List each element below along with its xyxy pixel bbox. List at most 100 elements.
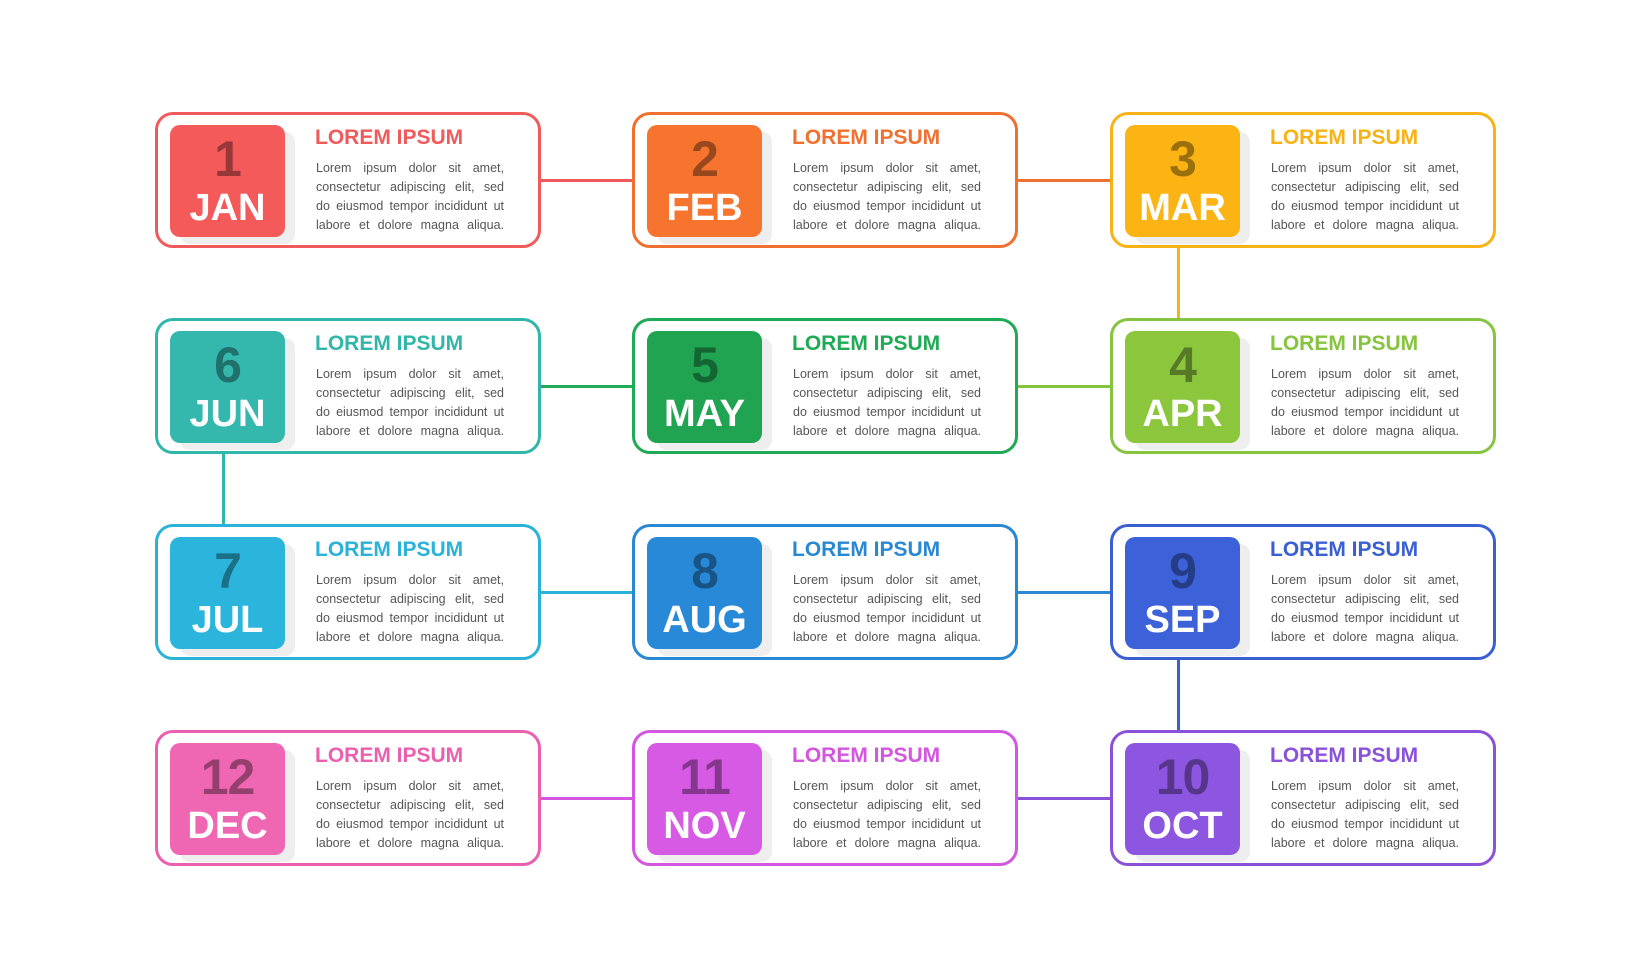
month-number: 8	[691, 543, 719, 599]
description-line: labore et dolore magna aliqua.	[1271, 424, 1459, 438]
card-description: Lorem ipsum dolor sit amet, consectetur a…	[316, 159, 504, 235]
description-line: labore et dolore magna aliqua.	[793, 836, 981, 850]
description-line: Lorem ipsum dolor sit amet,	[1271, 161, 1459, 175]
month-card-mar: 3 MAR LOREM IPSUM Lorem ipsum dolor sit ame…	[1110, 112, 1496, 248]
month-label: JAN	[189, 187, 266, 229]
card-description: Lorem ipsum dolor sit amet, consectetur a…	[1271, 777, 1459, 853]
description-line: consectetur adipiscing elit, sed	[1271, 386, 1459, 400]
month-number: 10	[1155, 749, 1211, 805]
month-label: SEP	[1144, 599, 1221, 641]
card-description: Lorem ipsum dolor sit amet, consectetur a…	[793, 571, 981, 647]
description-line: labore et dolore magna aliqua.	[793, 424, 981, 438]
month-card-apr: 4 APR LOREM IPSUM Lorem ipsum dolor sit ame…	[1110, 318, 1496, 454]
month-card-jan: 1 JAN LOREM IPSUM Lorem ipsum dolor sit ame…	[155, 112, 541, 248]
month-card-sep: 9 SEP LOREM IPSUM Lorem ipsum dolor sit ame…	[1110, 524, 1496, 660]
description-line: labore et dolore magna aliqua.	[316, 836, 504, 850]
month-number: 12	[200, 749, 256, 805]
description-line: do eiusmod tempor incididunt ut	[316, 611, 504, 625]
month-badge: 3 MAR	[1125, 125, 1240, 237]
card-description: Lorem ipsum dolor sit amet, consectetur a…	[316, 777, 504, 853]
month-card-jun: 6 JUN LOREM IPSUM Lorem ipsum dolor sit ame…	[155, 318, 541, 454]
description-line: Lorem ipsum dolor sit amet,	[316, 367, 504, 381]
month-card-jul: 7 JUL LOREM IPSUM Lorem ipsum dolor sit ame…	[155, 524, 541, 660]
description-line: do eiusmod tempor incididunt ut	[1271, 817, 1459, 831]
description-line: consectetur adipiscing elit, sed	[316, 592, 504, 606]
month-badge: 4 APR	[1125, 331, 1240, 443]
month-badge: 7 JUL	[170, 537, 285, 649]
description-line: consectetur adipiscing elit, sed	[316, 386, 504, 400]
month-label: AUG	[662, 599, 747, 641]
month-number: 7	[214, 543, 242, 599]
description-line: Lorem ipsum dolor sit amet,	[793, 161, 981, 175]
card-description: Lorem ipsum dolor sit amet, consectetur a…	[793, 159, 981, 235]
month-label: APR	[1142, 393, 1223, 435]
description-line: labore et dolore magna aliqua.	[793, 218, 981, 232]
month-number: 5	[691, 337, 719, 393]
description-line: consectetur adipiscing elit, sed	[316, 798, 504, 812]
card-description: Lorem ipsum dolor sit amet, consectetur a…	[316, 571, 504, 647]
month-card-nov: 11 NOV LOREM IPSUM Lorem ipsum dolor sit am…	[632, 730, 1018, 866]
card-description: Lorem ipsum dolor sit amet, consectetur a…	[793, 777, 981, 853]
connector-line	[541, 591, 632, 594]
month-label: FEB	[666, 187, 743, 229]
month-badge: 2 FEB	[647, 125, 762, 237]
description-line: do eiusmod tempor incididunt ut	[1271, 405, 1459, 419]
description-line: Lorem ipsum dolor sit amet,	[793, 573, 981, 587]
card-title: LOREM IPSUM	[315, 744, 464, 767]
card-title: LOREM IPSUM	[792, 538, 941, 561]
month-label: NOV	[663, 805, 746, 847]
description-line: Lorem ipsum dolor sit amet,	[316, 573, 504, 587]
month-number: 6	[214, 337, 242, 393]
description-line: labore et dolore magna aliqua.	[1271, 630, 1459, 644]
description-line: Lorem ipsum dolor sit amet,	[1271, 573, 1459, 587]
month-label: JUL	[191, 599, 264, 641]
description-line: Lorem ipsum dolor sit amet,	[793, 367, 981, 381]
card-description: Lorem ipsum dolor sit amet, consectetur a…	[316, 365, 504, 441]
description-line: labore et dolore magna aliqua.	[1271, 836, 1459, 850]
month-card-aug: 8 AUG LOREM IPSUM Lorem ipsum dolor sit ame…	[632, 524, 1018, 660]
connector-line	[1018, 385, 1110, 388]
description-line: Lorem ipsum dolor sit amet,	[316, 779, 504, 793]
description-line: labore et dolore magna aliqua.	[1271, 218, 1459, 232]
month-label: JUN	[189, 393, 266, 435]
description-line: Lorem ipsum dolor sit amet,	[793, 779, 981, 793]
month-badge: 11 NOV	[647, 743, 762, 855]
description-line: do eiusmod tempor incididunt ut	[793, 611, 981, 625]
card-description: Lorem ipsum dolor sit amet, consectetur a…	[1271, 159, 1459, 235]
month-number: 2	[691, 131, 719, 187]
connector-line	[1018, 591, 1110, 594]
month-label: MAY	[664, 393, 745, 435]
connector-line	[1018, 179, 1110, 182]
month-label: DEC	[187, 805, 268, 847]
card-title: LOREM IPSUM	[315, 538, 464, 561]
month-card-feb: 2 FEB LOREM IPSUM Lorem ipsum dolor sit ame…	[632, 112, 1018, 248]
description-line: do eiusmod tempor incididunt ut	[793, 199, 981, 213]
description-line: do eiusmod tempor incididunt ut	[793, 405, 981, 419]
month-number: 3	[1169, 131, 1197, 187]
description-line: do eiusmod tempor incididunt ut	[1271, 199, 1459, 213]
month-number: 1	[214, 131, 242, 187]
month-badge: 12 DEC	[170, 743, 285, 855]
month-number: 11	[679, 749, 731, 805]
card-title: LOREM IPSUM	[792, 126, 941, 149]
month-badge: 5 MAY	[647, 331, 762, 443]
connector-line	[1018, 797, 1110, 800]
card-title: LOREM IPSUM	[315, 126, 464, 149]
description-line: labore et dolore magna aliqua.	[793, 630, 981, 644]
description-line: do eiusmod tempor incididunt ut	[316, 405, 504, 419]
card-title: LOREM IPSUM	[1270, 538, 1419, 561]
card-description: Lorem ipsum dolor sit amet, consectetur a…	[1271, 571, 1459, 647]
connector-line	[1177, 660, 1180, 730]
description-line: consectetur adipiscing elit, sed	[793, 180, 981, 194]
card-title: LOREM IPSUM	[792, 332, 941, 355]
description-line: consectetur adipiscing elit, sed	[793, 386, 981, 400]
card-description: Lorem ipsum dolor sit amet, consectetur a…	[793, 365, 981, 441]
connector-line	[541, 385, 632, 388]
month-badge: 6 JUN	[170, 331, 285, 443]
card-title: LOREM IPSUM	[1270, 744, 1419, 767]
month-badge: 10 OCT	[1125, 743, 1240, 855]
month-label: OCT	[1142, 805, 1223, 847]
connector-line	[541, 797, 632, 800]
description-line: consectetur adipiscing elit, sed	[793, 592, 981, 606]
